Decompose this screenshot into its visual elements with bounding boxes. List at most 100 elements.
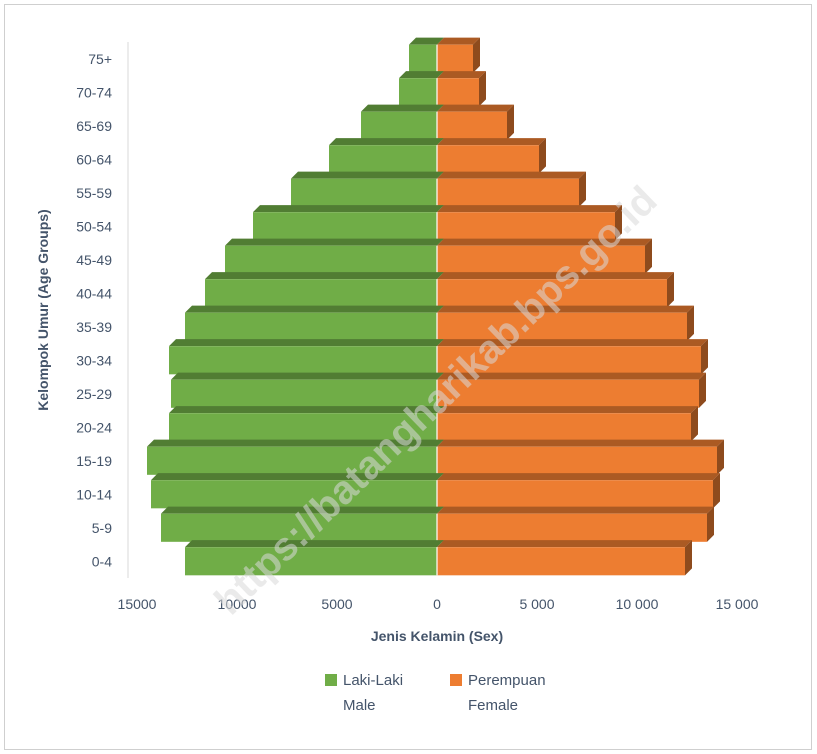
y-tick-label: 55-59 xyxy=(76,185,112,201)
bar-top-face xyxy=(437,473,720,481)
bar-front-face xyxy=(147,446,437,475)
bar-top-face xyxy=(169,339,444,347)
y-tick-label: 30-34 xyxy=(76,352,112,368)
bar-male-5-9 xyxy=(161,506,444,542)
bar-side-face xyxy=(713,473,720,509)
bar-male-0-4 xyxy=(185,540,444,576)
y-tick-label: 60-64 xyxy=(76,151,112,167)
y-tick-label: 50-54 xyxy=(76,218,112,234)
bar-male-45-49 xyxy=(225,238,444,274)
bar-front-face xyxy=(437,145,539,174)
bar-female-65-69 xyxy=(437,104,514,140)
bar-top-face xyxy=(437,339,708,347)
bar-male-10-14 xyxy=(151,473,444,509)
bar-top-face xyxy=(437,540,692,548)
bar-female-0-4 xyxy=(437,540,692,576)
x-axis-title: Jenis Kelamin (Sex) xyxy=(371,628,503,644)
bar-front-face xyxy=(437,413,691,442)
bar-side-face xyxy=(645,238,652,274)
y-tick-label: 40-44 xyxy=(76,285,112,301)
bar-top-face xyxy=(437,238,652,246)
bar-front-face xyxy=(169,413,437,442)
bar-male-70-74 xyxy=(399,71,444,107)
y-tick-label: 10-14 xyxy=(76,486,112,502)
bar-front-face xyxy=(437,212,615,241)
y-tick-label: 20-24 xyxy=(76,419,112,435)
y-tick-labels: 75+ 70-74 65-69 60-64 55-59 50-54 45-49 40-44 35… xyxy=(76,51,112,570)
bar-female-10-14 xyxy=(437,473,720,509)
bar-top-face xyxy=(147,439,444,447)
bar-front-face xyxy=(437,547,685,576)
bar-front-face xyxy=(185,312,437,341)
x-tick-label: 5 000 xyxy=(519,596,554,612)
bar-male-25-29 xyxy=(171,372,444,408)
bar-top-face xyxy=(437,506,714,514)
bar-top-face xyxy=(253,205,444,213)
legend-swatch-male xyxy=(325,674,337,686)
bar-side-face xyxy=(507,104,514,140)
y-tick-label: 75+ xyxy=(88,51,112,67)
bar-side-face xyxy=(707,506,714,542)
legend-label-female-en: Female xyxy=(468,697,518,714)
bar-front-face xyxy=(161,513,437,542)
bar-female-15-19 xyxy=(437,439,724,475)
bar-front-face xyxy=(171,379,437,408)
x-tick-label: 15000 xyxy=(118,596,157,612)
bar-top-face xyxy=(171,372,444,380)
bar-top-face xyxy=(399,71,444,79)
bar-top-face xyxy=(437,372,706,380)
bar-male-20-24 xyxy=(169,406,444,442)
y-tick-label: 45-49 xyxy=(76,252,112,268)
legend-label-male-en: Male xyxy=(343,697,376,714)
bar-side-face xyxy=(667,272,674,308)
bar-female-20-24 xyxy=(437,406,698,442)
bar-top-face xyxy=(437,171,586,179)
bar-front-face xyxy=(437,346,701,375)
y-tick-label: 35-39 xyxy=(76,319,112,335)
bar-top-face xyxy=(437,71,486,79)
bar-top-face xyxy=(409,37,444,45)
x-tick-label: 0 xyxy=(433,596,441,612)
legend-label-female: Perempuan xyxy=(468,672,546,689)
bar-side-face xyxy=(699,372,706,408)
bar-front-face xyxy=(437,111,507,140)
bar-male-55-59 xyxy=(291,171,444,207)
x-tick-label: 10 000 xyxy=(616,596,659,612)
bar-front-face xyxy=(437,44,473,73)
bar-top-face xyxy=(361,104,444,112)
y-axis-title: Kelompok Umur (Age Groups) xyxy=(35,209,51,410)
bar-top-face xyxy=(291,171,444,179)
bar-front-face xyxy=(169,346,437,375)
bar-front-face xyxy=(437,178,579,207)
bar-front-face xyxy=(205,279,437,308)
bar-female-40-44 xyxy=(437,272,674,308)
bar-top-face xyxy=(437,37,480,45)
bar-side-face xyxy=(717,439,724,475)
bar-male-65-69 xyxy=(361,104,444,140)
bar-male-40-44 xyxy=(205,272,444,308)
bar-female-5-9 xyxy=(437,506,714,542)
bar-male-35-39 xyxy=(185,305,444,341)
bar-female-45-49 xyxy=(437,238,652,274)
x-tick-label: 10000 xyxy=(218,596,257,612)
bar-top-face xyxy=(185,540,444,548)
bar-female-60-64 xyxy=(437,138,546,174)
legend-label-male: Laki-Laki xyxy=(343,672,403,689)
bar-top-face xyxy=(437,406,698,414)
bar-top-face xyxy=(161,506,444,514)
bar-top-face xyxy=(185,305,444,313)
bar-front-face xyxy=(437,480,713,509)
bar-front-face xyxy=(329,145,437,174)
bar-side-face xyxy=(685,540,692,576)
bar-front-face xyxy=(409,44,437,73)
bar-front-face xyxy=(437,446,717,475)
y-tick-label: 0-4 xyxy=(92,553,112,569)
bar-female-55-59 xyxy=(437,171,586,207)
bar-front-face xyxy=(437,279,667,308)
bar-front-face xyxy=(361,111,437,140)
bar-male-15-19 xyxy=(147,439,444,475)
bar-side-face xyxy=(691,406,698,442)
bar-male-75+ xyxy=(409,37,444,73)
bar-front-face xyxy=(291,178,437,207)
bar-front-face xyxy=(253,212,437,241)
